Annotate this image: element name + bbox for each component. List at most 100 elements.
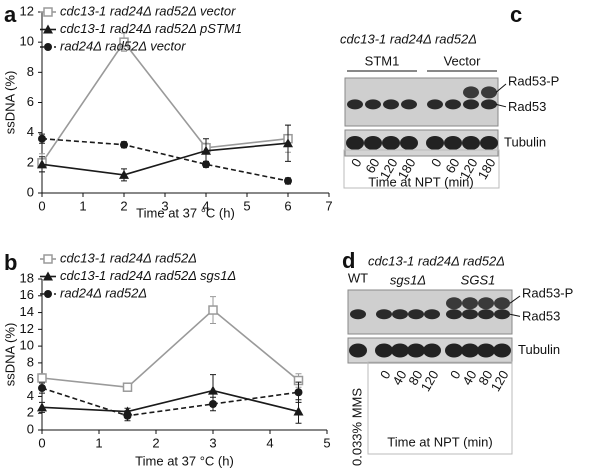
lane-label: 80	[475, 368, 495, 388]
band	[477, 343, 495, 358]
band	[407, 343, 425, 358]
y-tick-label: 8	[27, 354, 34, 369]
band-label: Rad53-P	[508, 73, 559, 88]
series-line	[41, 387, 299, 417]
y-tick-label: 18	[20, 270, 34, 285]
lane-label: 40	[389, 368, 409, 388]
x-tick-label: 7	[325, 198, 332, 213]
band-label: Rad53	[522, 309, 560, 324]
band	[392, 309, 408, 320]
y-tick-label: 6	[27, 94, 34, 109]
y-tick-label: 10	[20, 338, 34, 353]
y-axis-label: ssDNA (%)	[2, 323, 17, 387]
x-axis-label: Time at 37 °C (h)	[135, 453, 234, 468]
panel-letter: b	[4, 250, 17, 275]
legend-label: cdc13-1 rad24Δ rad52Δ vector	[60, 3, 236, 18]
group-label: STM1	[365, 53, 400, 68]
y-axis-label: ssDNA (%)	[2, 71, 17, 135]
legend-label: rad24Δ rad52Δ vector	[60, 38, 186, 53]
lane-label: 40	[459, 368, 479, 388]
band	[346, 136, 364, 150]
band	[478, 297, 494, 310]
band	[478, 309, 494, 320]
marker	[43, 24, 53, 34]
group-label: sgs1Δ	[390, 272, 426, 287]
y-tick-label: 8	[27, 64, 34, 79]
y-tick-label: 2	[27, 154, 34, 169]
band	[423, 343, 441, 358]
x-tick-label: 4	[202, 198, 209, 213]
marker	[44, 43, 52, 51]
band	[426, 136, 444, 150]
band	[445, 99, 461, 110]
strain-label: cdc13-1 rad24Δ rad52Δ	[340, 31, 477, 46]
band	[424, 309, 440, 320]
y-tick-label: 2	[27, 405, 34, 420]
lane-label: 80	[405, 368, 425, 388]
band	[446, 297, 462, 310]
marker	[119, 37, 129, 47]
band	[350, 309, 366, 320]
band	[391, 343, 409, 358]
marker	[38, 384, 46, 393]
y-tick-label: 0	[27, 421, 34, 436]
marker	[38, 134, 46, 143]
pointer	[509, 313, 521, 317]
y-tick-label: 12	[20, 3, 34, 18]
series-line	[41, 308, 300, 389]
x-tick-label: 0	[38, 198, 45, 213]
marker	[284, 176, 292, 185]
y-tick-label: 16	[20, 287, 34, 302]
band	[444, 136, 462, 150]
series-line	[41, 40, 289, 164]
pointer	[495, 83, 507, 93]
x-axis-label: Time at 37 °C (h)	[136, 205, 235, 220]
lane-label: 180	[475, 156, 499, 182]
group-label: Vector	[444, 53, 482, 68]
marker	[123, 411, 132, 420]
band	[401, 99, 417, 110]
x-tick-label: 1	[79, 198, 86, 213]
marker	[37, 373, 47, 383]
marker	[283, 138, 293, 148]
x-tick-label: 5	[323, 435, 330, 450]
pointer	[495, 103, 507, 108]
treatment-label: 0.033% MMS	[349, 388, 364, 466]
x-tick-label: 2	[120, 198, 127, 213]
marker	[293, 406, 304, 416]
x-tick-label: 3	[161, 198, 168, 213]
marker	[122, 382, 133, 392]
y-tick-label: 12	[20, 321, 34, 336]
band	[481, 99, 497, 110]
x-tick-label: 1	[95, 435, 102, 450]
band-label: Tubulin	[504, 134, 546, 149]
band	[463, 99, 479, 110]
label-box	[367, 361, 513, 455]
marker	[209, 399, 217, 408]
marker	[43, 254, 53, 264]
legend-label: cdc13-1 rad24Δ rad52Δ pSTM1	[60, 21, 242, 36]
band	[463, 86, 479, 99]
marker	[120, 140, 128, 149]
band	[480, 136, 498, 150]
panel-letter: a	[4, 2, 17, 27]
lane-label: 120	[418, 368, 442, 394]
band	[462, 297, 478, 310]
band-label: Rad53	[508, 99, 546, 114]
band	[493, 343, 511, 358]
band	[376, 309, 392, 320]
marker	[43, 271, 53, 281]
lane-label: 120	[488, 368, 512, 394]
marker	[44, 290, 52, 298]
band	[446, 309, 462, 320]
x-tick-label: 5	[243, 198, 250, 213]
x-tick-label: 0	[38, 435, 45, 450]
band-label: Tubulin	[518, 342, 560, 357]
band	[461, 343, 479, 358]
pointer	[509, 295, 521, 304]
band	[375, 343, 393, 358]
x-tick-label: 3	[209, 435, 216, 450]
y-tick-label: 4	[27, 388, 34, 403]
y-tick-label: 10	[20, 34, 34, 49]
